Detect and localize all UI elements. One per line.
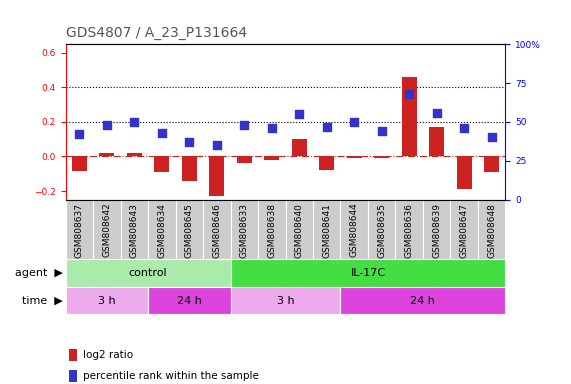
Text: GSM808647: GSM808647 [460,203,469,258]
Bar [258,200,286,259]
Text: GSM808646: GSM808646 [212,203,222,258]
Text: GSM808643: GSM808643 [130,203,139,258]
Text: GSM808635: GSM808635 [377,203,386,258]
Bar [451,200,478,259]
Bar [66,287,148,314]
Bar [209,157,224,196]
Bar [347,157,362,158]
Bar [72,157,87,171]
Point [267,125,276,131]
Bar [231,259,505,287]
Bar [66,259,231,287]
Bar [148,287,231,314]
Text: percentile rank within the sample: percentile rank within the sample [83,371,259,381]
Bar [120,200,148,259]
Text: GSM808644: GSM808644 [349,203,359,257]
Bar [176,200,203,259]
Bar [182,157,197,181]
Text: agent  ▶: agent ▶ [15,268,63,278]
Bar [66,200,93,259]
Text: GDS4807 / A_23_P131664: GDS4807 / A_23_P131664 [66,26,247,40]
Bar [231,287,340,314]
Bar [478,200,505,259]
Bar [148,200,176,259]
Bar [368,200,395,259]
Text: time  ▶: time ▶ [22,296,63,306]
Bar [484,157,499,172]
Bar [286,200,313,259]
Bar [340,287,505,314]
Bar [203,200,231,259]
Point [130,119,139,125]
Text: GSM808638: GSM808638 [267,203,276,258]
Text: GSM808648: GSM808648 [487,203,496,258]
Text: GSM808641: GSM808641 [322,203,331,258]
Bar [374,157,389,158]
Bar [429,127,444,157]
Point [157,130,166,136]
Bar [319,157,334,170]
Bar [340,200,368,259]
Point [487,134,496,141]
Text: GSM808637: GSM808637 [75,203,84,258]
Point [102,122,111,128]
Text: 24 h: 24 h [177,296,202,306]
Point [295,111,304,117]
Text: 3 h: 3 h [277,296,294,306]
Point [240,122,249,128]
Text: log2 ratio: log2 ratio [83,350,133,360]
Bar [401,77,417,157]
Text: GSM808634: GSM808634 [158,203,166,258]
Point [212,142,222,148]
Text: 3 h: 3 h [98,296,116,306]
Text: GSM808642: GSM808642 [102,203,111,257]
Text: IL-17C: IL-17C [351,268,385,278]
Text: GSM808633: GSM808633 [240,203,249,258]
Bar [93,200,120,259]
Bar [313,200,340,259]
Point [432,109,441,116]
Point [405,91,414,97]
Text: control: control [129,268,167,278]
Bar [127,153,142,157]
Point [75,131,84,137]
Point [460,125,469,131]
Bar [154,157,170,172]
Point [349,119,359,125]
Text: GSM808645: GSM808645 [185,203,194,258]
Bar [423,200,451,259]
Bar [264,157,279,160]
Text: GSM808640: GSM808640 [295,203,304,258]
Text: 24 h: 24 h [411,296,435,306]
Bar [231,200,258,259]
Text: GSM808639: GSM808639 [432,203,441,258]
Point [377,128,386,134]
Bar [292,139,307,157]
Point [185,139,194,145]
Text: GSM808636: GSM808636 [405,203,413,258]
Bar [99,153,114,157]
Bar [395,200,423,259]
Bar [457,157,472,189]
Bar [237,157,252,164]
Point [322,124,331,130]
